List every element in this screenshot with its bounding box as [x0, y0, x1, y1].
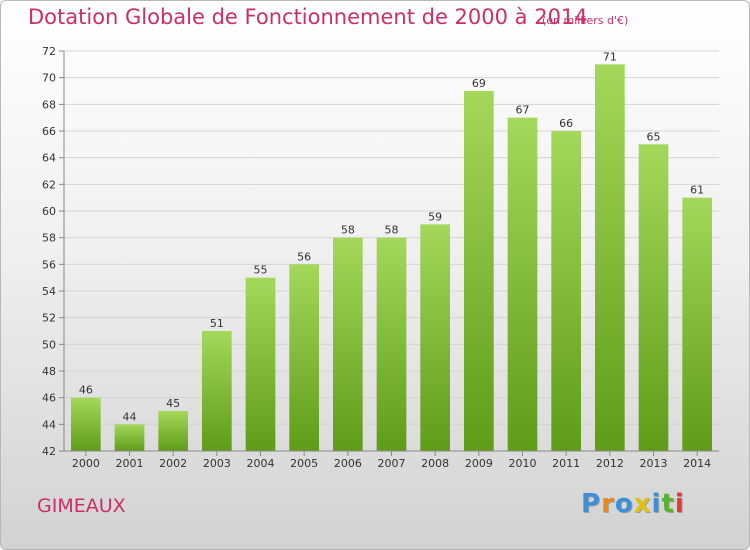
bar-2008 — [420, 224, 451, 451]
y-tick-label: 72 — [42, 45, 56, 58]
x-tick-label: 2004 — [247, 457, 275, 470]
y-tick-label: 58 — [42, 232, 56, 245]
y-tick-label: 60 — [42, 205, 56, 218]
logo-letter: i — [674, 489, 685, 519]
x-tick-label: 2011 — [552, 457, 580, 470]
value-label: 61 — [690, 184, 704, 197]
x-tick-label: 2014 — [683, 457, 711, 470]
commune-name: GIMEAUX — [37, 495, 126, 517]
y-tick-label: 42 — [42, 445, 56, 458]
y-tick-label: 64 — [42, 152, 56, 165]
bar-2014 — [682, 197, 713, 451]
bars — [70, 64, 713, 452]
x-tick-label: 2006 — [334, 457, 362, 470]
value-label: 71 — [603, 50, 617, 63]
value-label: 66 — [559, 117, 573, 130]
bar-2013 — [638, 144, 669, 452]
x-tick-label: 2002 — [159, 457, 187, 470]
proxiti-logo[interactable]: Proxiti — [581, 489, 685, 519]
bar-2006 — [332, 237, 363, 451]
y-tick-label: 46 — [42, 392, 56, 405]
y-tick-label: 50 — [42, 338, 56, 351]
y-tick-label: 66 — [42, 125, 56, 138]
bar-2007 — [376, 237, 407, 451]
x-tick-label: 2000 — [72, 457, 100, 470]
value-label: 59 — [428, 210, 442, 223]
value-label: 55 — [254, 264, 268, 277]
x-tick-label: 2003 — [203, 457, 231, 470]
x-tick-label: 2005 — [290, 457, 318, 470]
value-label: 65 — [647, 130, 661, 143]
bar-2004 — [245, 277, 276, 451]
y-tick-label: 54 — [42, 285, 56, 298]
logo-letter: x — [633, 489, 652, 519]
value-label: 46 — [79, 384, 93, 397]
y-tick-label: 56 — [42, 258, 56, 271]
y-tick-label: 52 — [42, 312, 56, 325]
y-axis: 42 44 46 48 50 52 54 56 58 60 62 64 66 68 70 72 — [42, 45, 65, 458]
bar-2009 — [463, 91, 494, 451]
value-label: 56 — [297, 250, 311, 263]
value-label: 69 — [472, 77, 486, 90]
bar-2003 — [201, 331, 232, 451]
bar-2002 — [158, 411, 189, 451]
bar-2012 — [594, 64, 625, 452]
value-label: 45 — [166, 397, 180, 410]
x-tick-label: 2010 — [509, 457, 537, 470]
value-label: 67 — [516, 104, 530, 117]
y-tick-label: 44 — [42, 418, 56, 431]
logo-letter: t — [661, 489, 675, 519]
x-tick-label: 2007 — [378, 457, 406, 470]
x-tick-label: 2013 — [640, 457, 668, 470]
x-tick-label: 2001 — [116, 457, 144, 470]
x-axis: 2000 2001 2002 2003 2004 2005 2006 2007 2008 2009… — [64, 450, 719, 470]
bar-2005 — [289, 264, 320, 451]
bar-2010 — [507, 117, 538, 452]
x-tick-label: 2012 — [596, 457, 624, 470]
value-label: 44 — [123, 410, 137, 423]
chart-subtitle: (en milliers d'€) — [542, 14, 629, 27]
y-tick-label: 48 — [42, 365, 56, 378]
y-tick-label: 70 — [42, 72, 56, 85]
value-label: 58 — [385, 224, 399, 237]
logo-letter: r — [601, 489, 615, 519]
value-label: 51 — [210, 317, 224, 330]
x-tick-label: 2009 — [465, 457, 493, 470]
x-tick-label: 2008 — [421, 457, 449, 470]
bar-2000 — [70, 397, 101, 451]
y-tick-label: 62 — [42, 178, 56, 191]
logo-letter: o — [614, 489, 634, 519]
bar-2001 — [114, 424, 145, 451]
logo-letter: P — [581, 489, 602, 519]
value-labels: 46 44 45 51 55 56 58 58 59 69 67 66 71 65 61 — [79, 50, 704, 423]
chart-title: Dotation Globale de Fonctionnement de 20… — [28, 5, 588, 29]
bar-2011 — [551, 131, 582, 451]
y-tick-label: 68 — [42, 98, 56, 111]
value-label: 58 — [341, 224, 355, 237]
logo-letter: i — [651, 489, 662, 519]
